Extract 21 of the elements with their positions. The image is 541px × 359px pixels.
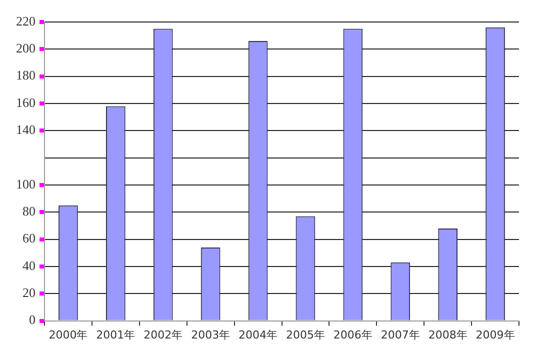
x-tick-label: 2006年 <box>333 328 372 342</box>
x-tick-label: 2003年 <box>191 328 230 342</box>
x-tick-label: 2007年 <box>380 328 420 342</box>
y-tick-label: 160 <box>16 94 36 110</box>
y-tick-label: 180 <box>16 68 36 83</box>
y-tick-label: 200 <box>16 40 36 56</box>
y-tick-label: 80 <box>22 204 36 219</box>
x-tick-label: 2001年 <box>96 328 136 342</box>
y-tick-label: 20 <box>22 285 36 300</box>
y-tick-label: 100 <box>16 176 36 192</box>
x-tick-label: 2008年 <box>428 328 468 342</box>
x-tick-label: 2004年 <box>238 328 278 342</box>
x-tick-label: 2005年 <box>286 328 325 342</box>
y-tick-label: 220 <box>16 13 36 28</box>
x-tick-label: 2002年 <box>144 328 183 342</box>
y-tick-label: 0 <box>29 312 36 328</box>
x-tick-label: 2000年 <box>48 328 88 342</box>
y-tick-label: 40 <box>22 258 36 273</box>
y-tick-label: 140 <box>16 122 36 138</box>
y-tick-label: 60 <box>22 230 36 246</box>
x-tick-label: 2009年 <box>476 328 515 342</box>
